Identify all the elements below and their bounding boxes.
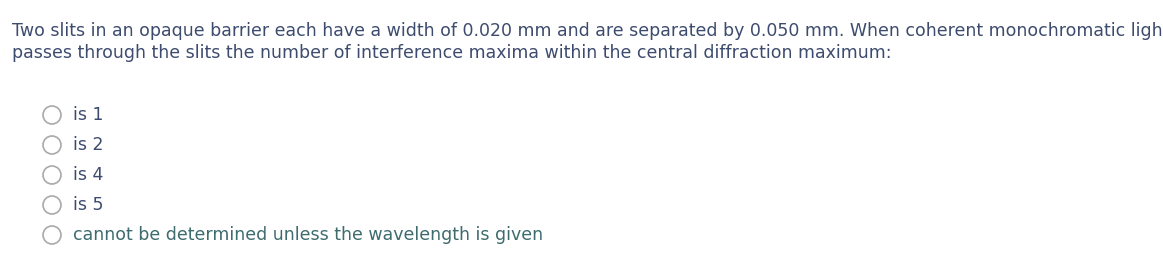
Text: cannot be determined unless the wavelength is given: cannot be determined unless the waveleng… xyxy=(73,226,543,244)
Text: passes through the slits the number of interference maxima within the central di: passes through the slits the number of i… xyxy=(12,44,892,62)
Text: Two slits in an opaque barrier each have a width of 0.020 mm and are separated b: Two slits in an opaque barrier each have… xyxy=(12,22,1163,40)
Text: is 1: is 1 xyxy=(73,106,104,124)
Text: is 5: is 5 xyxy=(73,196,104,214)
Text: is 2: is 2 xyxy=(73,136,104,154)
Text: is 4: is 4 xyxy=(73,166,104,184)
